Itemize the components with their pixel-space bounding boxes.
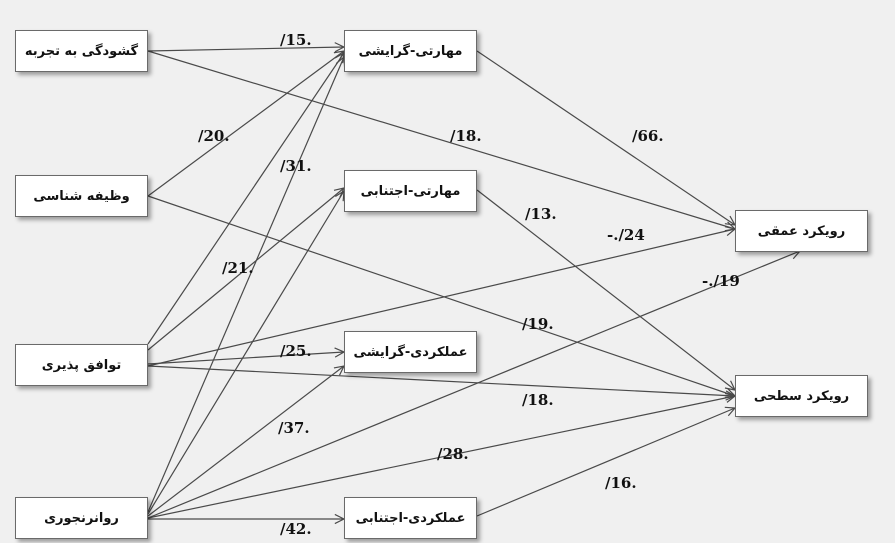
coef-agreeableness-performance-approach: /25. bbox=[280, 342, 312, 360]
coef-agreeableness-surface: /18. bbox=[522, 391, 554, 409]
arrow-conscientiousness-surface bbox=[147, 195, 735, 396]
arrow-neuroticism-performance-approach bbox=[147, 366, 344, 517]
arrow-mastery-approach-deep bbox=[476, 50, 735, 225]
node-mastery-avoidance: مهارتی-اجتنابی bbox=[344, 170, 477, 212]
arrow-neuroticism-deep bbox=[147, 251, 800, 519]
node-openness: گشودگی به تجربه bbox=[15, 30, 148, 72]
arrow-mastery-avoidance-surface bbox=[476, 189, 735, 390]
node-neuroticism: روانرنجوری bbox=[15, 497, 148, 539]
coef-neuroticism-deep: -./19 bbox=[702, 272, 740, 290]
node-performance-approach: عملکردی-گرایشی bbox=[344, 331, 477, 373]
node-deep-approach: رویکرد عمقی bbox=[735, 210, 868, 252]
arrow-neuroticism-surface bbox=[147, 396, 735, 519]
coef-agreeableness-mastery-avoidance: /21. bbox=[222, 259, 254, 277]
coef-mastery-approach-deep: /66. bbox=[632, 127, 664, 145]
coef-neuroticism-mastery-avoidance: /37. bbox=[278, 419, 310, 437]
arrow-neuroticism-mastery-avoidance bbox=[147, 191, 344, 515]
node-agreeableness: توافق پذیری bbox=[15, 344, 148, 386]
coef-conscientiousness-surface: /19. bbox=[522, 315, 554, 333]
arrow-agreeableness-performance-approach bbox=[147, 352, 344, 365]
arrow-openness-deep bbox=[147, 50, 735, 229]
arrow-performance-avoidance-surface bbox=[476, 408, 735, 517]
arrow-agreeableness-deep bbox=[147, 229, 735, 367]
arrow-agreeableness-mastery-avoidance bbox=[147, 188, 344, 351]
coef-agreeableness-deep: -./24 bbox=[607, 226, 645, 244]
arrow-agreeableness-surface bbox=[147, 365, 735, 396]
coef-neuroticism-performance-avoidance: /42. bbox=[280, 520, 312, 538]
coef-conscientiousness-mastery-approach: /20. bbox=[198, 127, 230, 145]
coef-neuroticism-mastery-approach: /31. bbox=[280, 157, 312, 175]
node-performance-avoidance: عملکردی-اجتنابی bbox=[344, 497, 477, 539]
coef-openness-mastery-approach: /15. bbox=[280, 31, 312, 49]
arrow-conscientiousness-mastery-approach bbox=[147, 51, 344, 197]
coef-mastery-avoidance-surface: /13. bbox=[525, 205, 557, 223]
node-mastery-approach: مهارتی-گرایشی bbox=[344, 30, 477, 72]
arrow-agreeableness-mastery-approach bbox=[147, 53, 344, 345]
coef-openness-deep: /18. bbox=[450, 127, 482, 145]
node-surface-approach: رویکرد سطحی bbox=[735, 375, 868, 417]
arrow-neuroticism-mastery-approach bbox=[147, 57, 344, 513]
coef-performance-avoidance-surface: /16. bbox=[605, 474, 637, 492]
node-conscientiousness: وظیفه شناسی bbox=[15, 175, 148, 217]
arrow-openness-mastery-approach bbox=[147, 47, 344, 51]
coef-neuroticism-surface: /28. bbox=[437, 445, 469, 463]
